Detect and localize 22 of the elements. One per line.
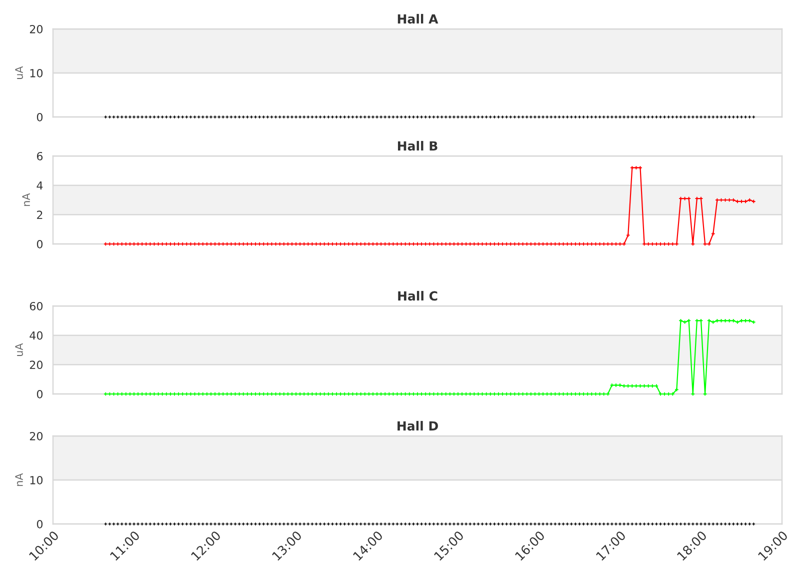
chart-title: Hall D (398, 420, 438, 431)
y-tick-label: 0 (36, 240, 43, 248)
y-tick-label: 10 (30, 68, 43, 78)
y-axis-title: nA (15, 473, 23, 486)
chart-title: Hall A (398, 14, 438, 24)
y-tick-label: 0 (36, 390, 43, 398)
y-tick-label: 20 (30, 24, 43, 34)
y-tick-label: 2 (37, 210, 42, 219)
y-tick-label: 4 (36, 181, 43, 190)
y-tick-label: 0 (36, 112, 43, 122)
y-axis-title: uA (15, 343, 23, 356)
y-tick-label: 10 (30, 476, 43, 484)
chart-title: Hall B (398, 140, 438, 151)
y-tick-label: 20 (30, 360, 43, 370)
y-tick-label: 6 (36, 152, 43, 160)
y-tick-label: 40 (30, 331, 43, 340)
y-axis-title: uA (15, 66, 23, 79)
y-tick-label: 20 (30, 432, 43, 440)
y-tick-label: 0 (36, 520, 43, 528)
y-tick-label: 60 (30, 302, 43, 310)
y-axis-title: nA (22, 193, 30, 206)
chart-title: Hall C (398, 290, 438, 301)
